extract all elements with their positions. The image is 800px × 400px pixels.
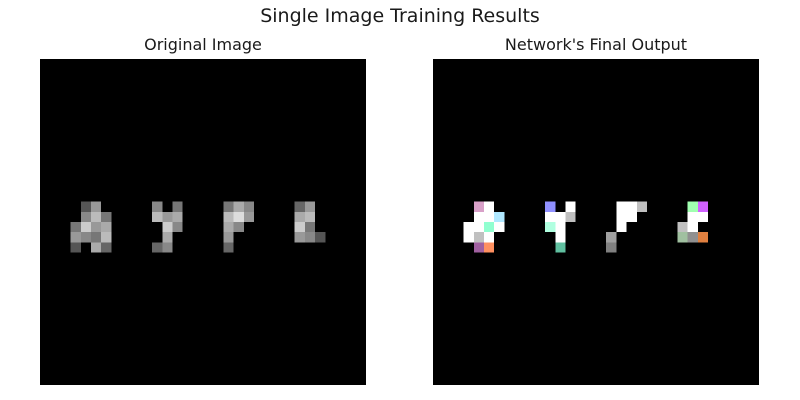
network-output-canvas [433, 59, 759, 385]
original-image-title: Original Image [40, 35, 366, 54]
network-output-title: Network's Final Output [433, 35, 759, 54]
figure-title: Single Image Training Results [0, 5, 800, 27]
original-image [40, 59, 366, 385]
network-output-image [433, 59, 759, 385]
original-image-canvas [40, 59, 366, 385]
